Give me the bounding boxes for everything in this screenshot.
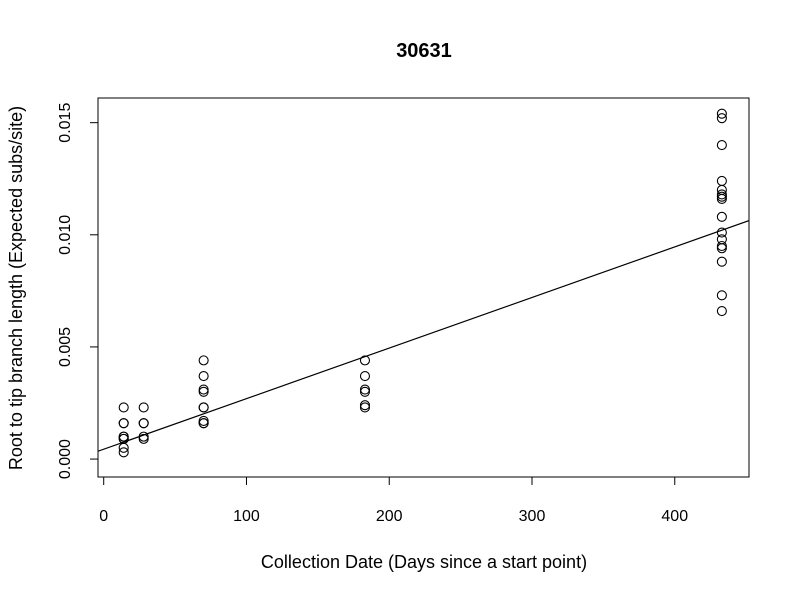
data-point <box>716 227 727 238</box>
data-point <box>716 175 727 187</box>
data-point <box>359 400 371 411</box>
data-point <box>138 418 149 429</box>
data-point <box>716 113 727 124</box>
y-tick-label: 0.005 <box>57 327 74 367</box>
data-point <box>716 140 727 151</box>
x-axis-label: Collection Date (Days since a start poin… <box>261 552 587 572</box>
data-point <box>359 371 371 382</box>
x-tick-label: 0 <box>99 508 108 525</box>
data-point <box>716 211 727 222</box>
data-point <box>359 355 371 366</box>
data-point <box>118 402 129 413</box>
plot-box <box>97 97 750 478</box>
x-tick-label: 200 <box>376 508 403 525</box>
y-tick-label: 0.015 <box>57 103 74 143</box>
data-point <box>198 415 209 426</box>
data-point <box>118 418 129 429</box>
data-point <box>198 384 209 395</box>
y-axis-label: Root to tip branch length (Expected subs… <box>6 106 26 470</box>
y-tick-label: 0.000 <box>57 439 74 479</box>
plot-area <box>98 108 749 458</box>
data-point <box>716 256 727 267</box>
regression-line <box>98 220 749 452</box>
y-axis: 0.000 0.005 0.010 0.015 <box>57 103 99 479</box>
data-point <box>716 243 727 254</box>
data-point <box>138 433 149 444</box>
x-tick-label: 400 <box>661 508 688 525</box>
data-point <box>198 386 209 397</box>
data-point <box>716 290 727 301</box>
data-point <box>138 402 149 413</box>
data-point <box>198 371 209 382</box>
x-tick-label: 300 <box>519 508 546 525</box>
data-point <box>716 193 727 204</box>
y-tick-label: 0.010 <box>57 215 74 255</box>
data-point <box>716 108 727 119</box>
data-point <box>198 355 209 366</box>
data-point <box>198 418 209 429</box>
x-axis: 0 100 200 300 400 <box>99 476 688 525</box>
data-point <box>359 386 371 397</box>
chart-title: 30631 <box>396 40 452 62</box>
data-point <box>198 402 209 413</box>
data-point <box>716 305 727 317</box>
data-point <box>716 240 727 252</box>
x-tick-label: 100 <box>233 508 260 525</box>
data-point <box>118 431 129 442</box>
data-point <box>118 442 129 453</box>
data-point <box>716 191 727 202</box>
data-point <box>359 384 371 395</box>
data-point <box>359 402 371 413</box>
data-point <box>118 447 129 458</box>
